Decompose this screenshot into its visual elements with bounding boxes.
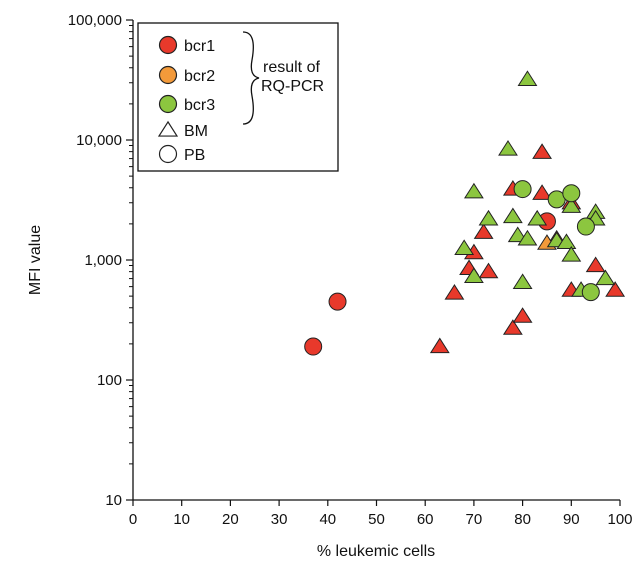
legend-bracket [242, 31, 260, 125]
x-axis-ticks: 0 10 20 30 40 50 60 70 80 90 100 [129, 500, 633, 528]
legend-marker-bcr1 [158, 35, 178, 55]
x-tick-label: 20 [222, 511, 239, 528]
x-tick-label: 50 [368, 511, 385, 528]
data-point-bcr1-bm [512, 307, 533, 323]
legend-marker-bcr2 [158, 65, 178, 85]
y-axis-ticks: 10 100 1,000 10,000 100,000 [68, 12, 133, 509]
data-point-bcr3-bm [556, 233, 577, 250]
data-point-bcr1-bm [478, 262, 499, 279]
legend-label-bcr1: bcr1 [184, 38, 215, 55]
legend-bracket-label-2: RQ-PCR [261, 78, 324, 95]
y-axis-label: MFI value [27, 225, 44, 295]
data-point-bcr1-bm [444, 284, 465, 300]
data-point-bcr1-bm [532, 184, 552, 200]
legend-label-bcr2: bcr2 [184, 68, 215, 85]
data-point-bcr3-pb [581, 283, 600, 302]
x-tick-label: 0 [129, 511, 137, 528]
data-point-bcr3-bm [463, 182, 484, 199]
x-tick-label: 100 [607, 511, 632, 528]
legend-label-bcr3: bcr3 [184, 97, 215, 114]
y-tick-label: 10 [105, 492, 122, 509]
x-tick-label: 40 [319, 511, 336, 528]
data-point-bcr1-bm [585, 256, 606, 273]
legend-bracket-label-1: result of [263, 59, 320, 76]
legend-items: bcr1 bcr2 bcr3 BM PB [157, 35, 215, 164]
legend-label-bm: BM [184, 123, 208, 140]
data-point-bcr3-bm [517, 70, 538, 86]
data-point-bcr3-bm [517, 229, 538, 246]
x-tick-label: 90 [563, 511, 580, 528]
data-point-bcr3-bm [561, 246, 582, 262]
data-point-bcr1-bm [532, 143, 552, 159]
legend-label-pb: PB [184, 147, 205, 164]
legend-marker-pb [158, 144, 178, 164]
x-tick-label: 10 [173, 511, 190, 528]
data-point-bcr3-pb [513, 180, 532, 199]
x-tick-label: 60 [417, 511, 434, 528]
data-point-bcr3-bm [507, 226, 528, 243]
data-point-bcr3-bm [502, 207, 523, 224]
data-point-bcr1-bm [605, 281, 626, 297]
legend-marker-bm [157, 120, 179, 137]
legend: bcr1 bcr2 bcr3 BM PB result of RQ-PCR [137, 22, 339, 172]
data-point-bcr3-bm [478, 209, 499, 226]
data-point-bcr1-bm [473, 223, 494, 239]
data-point-bcr1-pb [304, 337, 323, 356]
y-tick-label: 1,000 [84, 252, 122, 269]
legend-marker-bcr3 [158, 94, 178, 114]
data-point-bcr1-pb [328, 292, 347, 311]
x-tick-label: 30 [271, 511, 288, 528]
data-point-bcr3-pb [562, 184, 581, 203]
data-points [304, 70, 626, 356]
data-point-bcr3-bm [463, 267, 484, 283]
data-point-bcr3-bm [561, 197, 582, 213]
data-point-bcr3-bm [512, 273, 533, 290]
data-point-bcr3-bm [498, 140, 518, 156]
data-point-bcr3-bm [527, 209, 548, 226]
data-point-bcr3-bm [595, 269, 616, 286]
x-axis-label: % leukemic cells [317, 543, 435, 560]
x-tick-label: 80 [514, 511, 531, 528]
y-tick-label: 10,000 [76, 132, 122, 149]
y-tick-label: 100,000 [68, 12, 122, 29]
data-point-bcr1-bm [502, 319, 523, 335]
x-tick-label: 70 [466, 511, 483, 528]
y-tick-label: 100 [97, 372, 122, 389]
data-point-bcr3-pb [576, 217, 595, 236]
data-point-bcr3-bm [454, 239, 475, 255]
data-point-bcr1-bm [429, 337, 450, 354]
